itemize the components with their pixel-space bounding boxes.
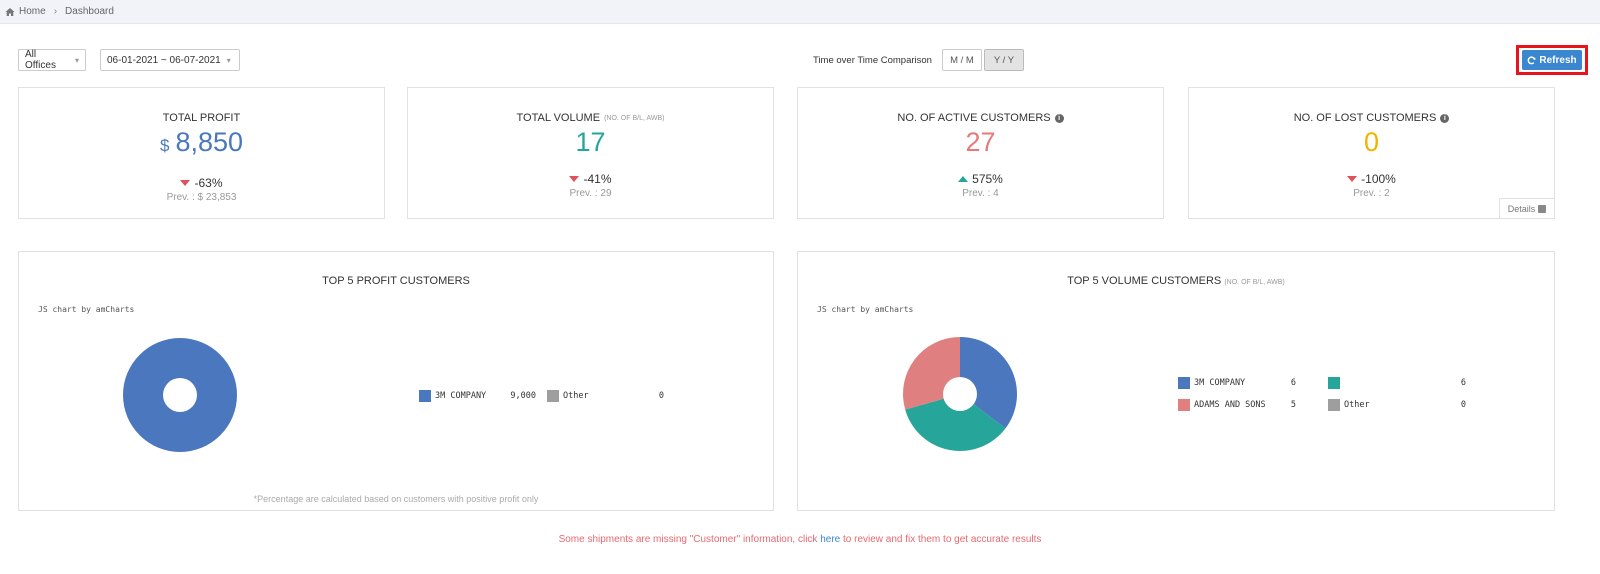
legend-value: 5: [1290, 400, 1296, 410]
legend-value: 6: [1290, 378, 1296, 388]
donut-hole: [163, 378, 197, 412]
volume-panel-subtitle: (NO. OF B/L, AWB): [1224, 279, 1285, 286]
legend-item[interactable]: 3M COMPANY: [1178, 377, 1245, 389]
legend-swatch: [1328, 399, 1340, 411]
volume-pie-chart: [903, 337, 1017, 451]
legend-swatch: [1178, 377, 1190, 389]
legend-value: 6: [1460, 378, 1466, 388]
legend-value: 9,000: [510, 391, 536, 401]
legend-item[interactable]: ADAMS AND SONS: [1178, 399, 1266, 411]
profit-pie-chart: [123, 338, 237, 452]
legend-value: 0: [1460, 400, 1466, 410]
refresh-label: Refresh: [1539, 54, 1577, 66]
arrow-up-icon: [958, 176, 969, 182]
refresh-highlight: Refresh: [1516, 45, 1588, 75]
pie-slice[interactable]: [960, 337, 1017, 429]
legend-swatch: [1178, 399, 1190, 411]
missing-customer-warning: Some shipments are missing "Customer" in…: [0, 534, 1600, 545]
chevron-down-icon: ▾: [226, 55, 231, 65]
legend-item[interactable]: [1328, 377, 1344, 389]
legend-swatch: [547, 390, 559, 402]
total-profit-title: TOTAL PROFIT: [162, 112, 241, 124]
lost-customers-change: -100%: [1361, 172, 1396, 186]
legend-item[interactable]: 3M COMPANY: [419, 390, 486, 402]
refresh-button[interactable]: Refresh: [1522, 50, 1582, 70]
info-icon[interactable]: i: [1054, 113, 1064, 123]
year-over-year-button[interactable]: Y / Y: [983, 49, 1024, 71]
active-customers-value: 27: [965, 127, 996, 157]
legend-label: Other: [1344, 400, 1370, 410]
total-profit-prev: Prev. : $ 23,853: [166, 192, 237, 203]
time-comparison: Time over Time Comparison M / M Y / Y: [813, 49, 1024, 71]
external-link-icon: [1538, 204, 1547, 213]
total-volume-subtitle: (NO. OF B/L, AWB): [604, 114, 665, 122]
amcharts-credit[interactable]: JS chart by amCharts: [817, 305, 914, 314]
lost-customers-value: 0: [1363, 127, 1380, 157]
currency-symbol: $: [159, 136, 170, 155]
legend-swatch: [419, 390, 431, 402]
refresh-icon: [1527, 55, 1536, 64]
arrow-down-icon: [569, 176, 580, 182]
home-icon: [5, 7, 15, 16]
profit-note: *Percentage are calculated based on cust…: [253, 494, 539, 504]
profit-panel-title: TOP 5 PROFIT CUSTOMERS: [322, 275, 470, 287]
legend-label: Other: [563, 391, 589, 401]
total-volume-card: TOTAL VOLUME (NO. OF B/L, AWB) 17 -41% Pr…: [407, 87, 774, 219]
active-customers-title: NO. OF ACTIVE CUSTOMERS: [897, 112, 1051, 124]
month-over-month-button[interactable]: M / M: [941, 49, 982, 71]
amcharts-credit[interactable]: JS chart by amCharts: [38, 305, 135, 314]
legend-label: ADAMS AND SONS: [1194, 400, 1266, 410]
total-profit-card: TOTAL PROFIT $8,850 -63% Prev. : $ 23,85…: [18, 87, 385, 219]
details-label: Details: [1507, 203, 1536, 214]
info-icon[interactable]: i: [1440, 113, 1450, 123]
total-volume-value: 17: [575, 127, 606, 157]
arrow-down-icon: [180, 180, 191, 186]
total-volume-title: TOTAL VOLUME: [516, 112, 601, 124]
top-profit-customers-panel: TOP 5 PROFIT CUSTOMERS JS chart by amCha…: [18, 251, 774, 511]
legend-swatch: [1328, 377, 1340, 389]
comparison-label: Time over Time Comparison: [813, 54, 932, 66]
office-select-value: All Offices: [25, 49, 56, 71]
details-link[interactable]: Details: [1499, 198, 1554, 218]
warning-text-before: Some shipments are missing "Customer" in…: [558, 534, 821, 545]
donut-hole: [943, 377, 977, 411]
office-select[interactable]: All Offices ▾: [18, 49, 86, 71]
top-volume-customers-panel: TOP 5 VOLUME CUSTOMERS (NO. OF B/L, AWB)…: [797, 251, 1555, 511]
legend-item[interactable]: Other: [1328, 399, 1370, 411]
filters: All Offices ▾ 06-01-2021 ~ 06-07-2021 ▾: [18, 49, 240, 71]
profit-legend: 3M COMPANY 9,000 Other 0: [419, 390, 679, 420]
lost-customers-title: NO. OF LOST CUSTOMERS: [1293, 112, 1437, 124]
active-customers-prev: Prev. : 4: [962, 188, 999, 199]
total-volume-prev: Prev. : 29: [569, 188, 612, 199]
active-customers-change: 575%: [972, 172, 1003, 186]
breadcrumb: Home › Dashboard: [0, 0, 1600, 24]
warning-text-after: to review and fix them to get accurate r…: [840, 534, 1042, 545]
chevron-right-icon: ›: [53, 6, 58, 17]
review-link[interactable]: here: [820, 534, 841, 545]
comparison-toggle: M / M Y / Y: [941, 49, 1024, 71]
volume-legend: 3M COMPANY 6 6 ADAMS AND SONS 5 Other 0: [1178, 377, 1478, 417]
pie-slice[interactable]: [905, 394, 1006, 451]
legend-label: 3M COMPANY: [435, 391, 487, 401]
volume-panel-title: TOP 5 VOLUME CUSTOMERS: [1067, 275, 1222, 287]
arrow-down-icon: [1347, 176, 1358, 182]
legend-label: 3M COMPANY: [1194, 378, 1246, 388]
date-range-value: 06-01-2021 ~ 06-07-2021: [107, 54, 221, 66]
active-customers-card: NO. OF ACTIVE CUSTOMERS i 27 575% Prev. :…: [797, 87, 1164, 219]
legend-item[interactable]: Other: [547, 390, 589, 402]
total-profit-value: $8,850: [19, 126, 384, 162]
lost-customers-card: NO. OF LOST CUSTOMERS i 0 -100% Prev. : 2…: [1188, 87, 1555, 219]
breadcrumb-home[interactable]: Home: [19, 6, 46, 17]
total-profit-change: -63%: [194, 176, 223, 190]
total-volume-change: -41%: [583, 172, 612, 186]
breadcrumb-current: Dashboard: [65, 6, 114, 17]
legend-value: 0: [658, 391, 664, 401]
total-profit-amount: 8,850: [175, 127, 244, 157]
lost-customers-prev: Prev. : 2: [1353, 188, 1390, 199]
chevron-down-icon: ▾: [74, 55, 79, 65]
date-range-select[interactable]: 06-01-2021 ~ 06-07-2021 ▾: [100, 49, 240, 71]
